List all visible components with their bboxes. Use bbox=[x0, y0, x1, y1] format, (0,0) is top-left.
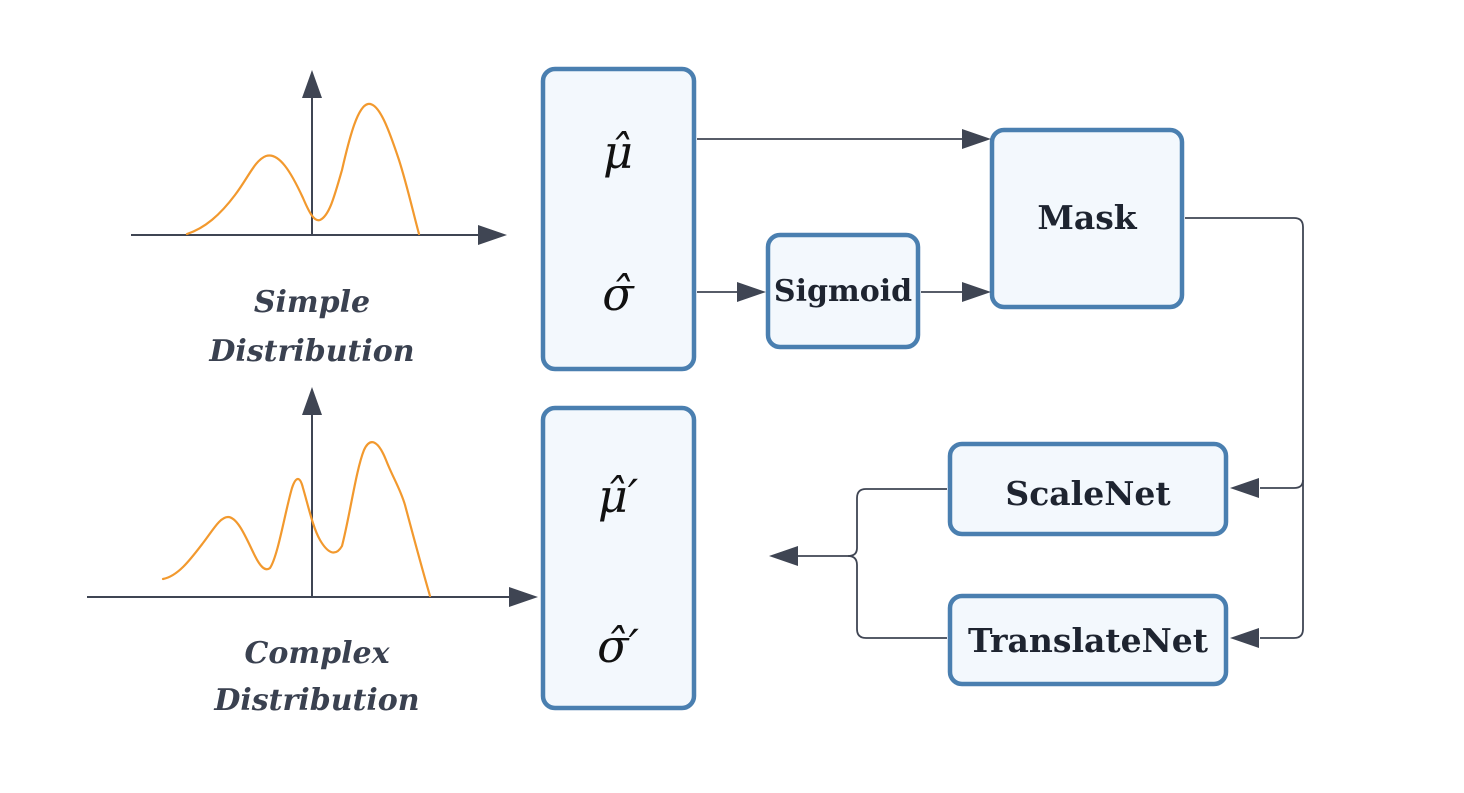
sigma-hat-symbol: σ̂ bbox=[602, 267, 635, 321]
complex-x-axis-arrow bbox=[509, 587, 538, 607]
mu-hat-prime-symbol: μ̂′ bbox=[598, 469, 639, 523]
edge-mask-to-nets bbox=[1185, 217, 1304, 648]
edge-sigma-to-sigmoid bbox=[697, 282, 766, 302]
complex-distribution-label-line1: Complex bbox=[245, 636, 391, 671]
sigma-hat-prime-symbol: σ̂′ bbox=[597, 619, 639, 673]
params-prime-box bbox=[540, 405, 697, 711]
translatenet-box bbox=[947, 593, 1229, 687]
mu-hat-symbol: μ̂ bbox=[603, 125, 633, 179]
edge-sigmoid-to-mask bbox=[921, 282, 991, 302]
mask-box bbox=[989, 127, 1185, 310]
arrow-mask-to-translatenet bbox=[1230, 628, 1259, 648]
translatenet-label: TranslateNet bbox=[968, 621, 1209, 660]
simple-distribution-plot bbox=[131, 70, 507, 245]
simple-distribution-label-line2: Distribution bbox=[208, 334, 414, 369]
arrow-sigma-to-sigmoid bbox=[737, 282, 766, 302]
complex-distribution-label-line2: Distribution bbox=[213, 683, 419, 718]
sigmoid-box bbox=[765, 232, 921, 350]
params-box bbox=[540, 66, 697, 372]
scalenet-label: ScaleNet bbox=[1005, 474, 1171, 513]
complex-distribution-plot bbox=[87, 387, 538, 607]
simple-y-axis-arrow bbox=[302, 70, 322, 98]
arrow-mu-to-mask bbox=[962, 129, 991, 149]
complex-distribution-curve bbox=[161, 441, 432, 598]
simple-x-axis-arrow bbox=[478, 225, 507, 245]
edge-nets-to-output bbox=[769, 488, 947, 639]
arrow-sigmoid-to-mask bbox=[962, 282, 991, 302]
arrow-nets-to-output bbox=[769, 546, 798, 566]
mask-label: Mask bbox=[1037, 198, 1137, 237]
simple-distribution-curve bbox=[185, 102, 421, 236]
complex-y-axis-arrow bbox=[302, 387, 322, 415]
edge-mu-to-mask bbox=[697, 129, 991, 149]
sigmoid-label: Sigmoid bbox=[774, 274, 912, 309]
simple-distribution-label-line1: Simple bbox=[254, 285, 370, 320]
arrow-mask-to-scalenet bbox=[1230, 478, 1259, 498]
scalenet-box bbox=[947, 441, 1229, 537]
